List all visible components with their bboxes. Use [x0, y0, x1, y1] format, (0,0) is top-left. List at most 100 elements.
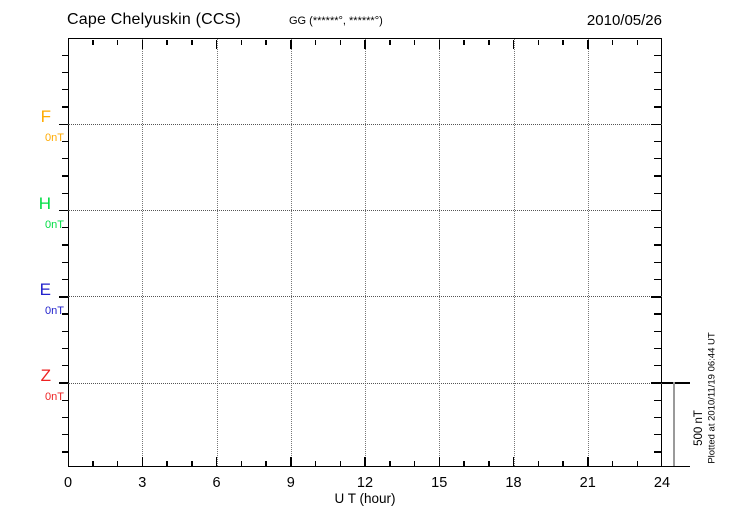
x-tick-label-12: 12 — [356, 475, 374, 491]
y-axis-tick-right — [653, 399, 661, 401]
x-axis-tick-bottom — [413, 460, 416, 466]
y-axis-tick-left — [62, 313, 68, 315]
x-axis-tick-top — [512, 39, 515, 49]
y-axis-tick-left — [62, 106, 68, 108]
channel-label-H: H — [38, 193, 51, 213]
x-axis-tick-bottom — [512, 456, 515, 466]
station-title: Cape Chelyuskin (CCS) — [67, 11, 242, 28]
x-axis-tick-top — [166, 39, 168, 45]
x-axis-tick-top — [191, 39, 193, 45]
x-axis-tick-bottom — [141, 456, 143, 466]
y-axis-tick-left — [62, 451, 68, 453]
x-tick-label-9: 9 — [286, 475, 295, 491]
channel-label-F: F — [40, 107, 51, 127]
y-axis-tick-left — [62, 158, 68, 160]
x-axis-tick-top — [587, 39, 589, 49]
x-tick-label-18: 18 — [505, 475, 522, 491]
y-axis-tick-right — [653, 261, 661, 263]
y-axis-majortick-right — [650, 382, 661, 384]
y-axis-tick-left — [62, 175, 68, 177]
scale-bar-bottom-cap — [662, 465, 690, 467]
gridline-vertical — [513, 39, 515, 466]
y-axis-tick-right — [653, 106, 661, 108]
y-axis-tick-right — [653, 158, 661, 160]
x-axis-tick-bottom — [636, 460, 638, 466]
x-axis-tick-bottom — [537, 460, 539, 466]
scale-bar-label: 500 nT — [693, 410, 705, 446]
y-axis-tick-right — [653, 89, 661, 91]
x-axis-tick-top — [92, 39, 94, 45]
x-axis-tick-bottom — [611, 460, 614, 466]
gridline-vertical — [587, 39, 589, 466]
x-axis-tick-top — [364, 39, 366, 49]
y-axis-tick-left — [62, 89, 68, 91]
y-axis-tick-right — [653, 434, 661, 436]
x-axis-tick-top — [488, 39, 490, 45]
x-axis-tick-bottom — [463, 460, 465, 466]
x-axis-tick-top — [438, 39, 440, 49]
channel-baseline-value-Z: 0nT — [45, 391, 64, 403]
y-axis-tick-right — [653, 347, 661, 350]
y-axis-tick-right — [653, 54, 661, 56]
x-axis-tick-bottom — [389, 460, 391, 466]
x-axis-tick-top — [611, 39, 614, 45]
y-axis-tick-right — [653, 451, 661, 453]
scale-bar-top-cap — [662, 382, 690, 384]
y-axis-tick-right — [653, 140, 661, 143]
x-axis-tick-bottom — [314, 460, 317, 466]
x-axis-tick-top — [463, 39, 465, 45]
y-axis-tick-left — [62, 330, 68, 332]
channel-baseline-Z — [68, 382, 662, 384]
y-axis-tick-right — [653, 330, 661, 332]
x-axis-tick-top — [265, 39, 267, 45]
y-axis-tick-right — [653, 244, 661, 246]
plot-date: 2010/05/26 — [586, 12, 662, 29]
x-axis-tick-top — [290, 39, 292, 49]
y-axis-majortick-right — [650, 209, 661, 212]
x-axis-tick-top — [636, 39, 638, 45]
y-axis-majortick-left — [59, 382, 68, 384]
x-axis-tick-bottom — [438, 456, 440, 466]
x-axis-tick-bottom — [265, 460, 267, 466]
channel-baseline-value-H: 0nT — [45, 218, 64, 231]
y-axis-tick-left — [62, 227, 68, 229]
x-axis-tick-bottom — [364, 456, 366, 466]
y-axis-tick-left — [62, 261, 68, 263]
y-axis-tick-right — [653, 71, 661, 74]
channel-baseline-H — [68, 210, 662, 211]
y-axis-tick-left — [62, 347, 68, 350]
y-axis-tick-left — [62, 278, 68, 281]
y-axis-tick-left — [62, 54, 68, 56]
x-axis-tick-top — [215, 39, 218, 49]
x-axis-tick-bottom — [339, 460, 341, 466]
x-axis-tick-bottom — [290, 456, 292, 466]
x-axis-tick-top — [562, 39, 564, 45]
channel-label-Z: Z — [40, 366, 51, 385]
y-axis-majortick-right — [650, 123, 661, 125]
x-tick-label-0: 0 — [63, 475, 73, 491]
scale-bar-line — [673, 382, 675, 467]
x-axis-tick-bottom — [488, 460, 490, 466]
x-axis-tick-top — [537, 39, 539, 45]
y-axis-majortick-left — [59, 209, 68, 212]
x-tick-label-15: 15 — [431, 475, 448, 491]
channel-baseline-value-E: 0nT — [45, 304, 64, 317]
y-axis-majortick-right — [650, 296, 661, 298]
station-coordinates: GG (******°, ******°) — [289, 15, 383, 27]
y-axis-tick-right — [653, 278, 661, 281]
x-axis-tick-bottom — [166, 460, 168, 466]
gridline-vertical — [365, 39, 366, 466]
x-tick-label-24: 24 — [653, 475, 671, 491]
y-axis-tick-left — [62, 192, 68, 194]
x-tick-label-3: 3 — [138, 475, 147, 491]
x-axis-tick-bottom — [92, 460, 94, 466]
x-tick-label-21: 21 — [579, 475, 596, 491]
channel-label-E: E — [39, 279, 51, 299]
x-axis-tick-top — [240, 39, 242, 45]
y-axis-tick-right — [653, 227, 661, 229]
x-axis-tick-top — [389, 39, 391, 45]
y-axis-tick-right — [653, 313, 661, 315]
plot-area — [68, 38, 662, 467]
gridline-vertical — [439, 39, 441, 466]
